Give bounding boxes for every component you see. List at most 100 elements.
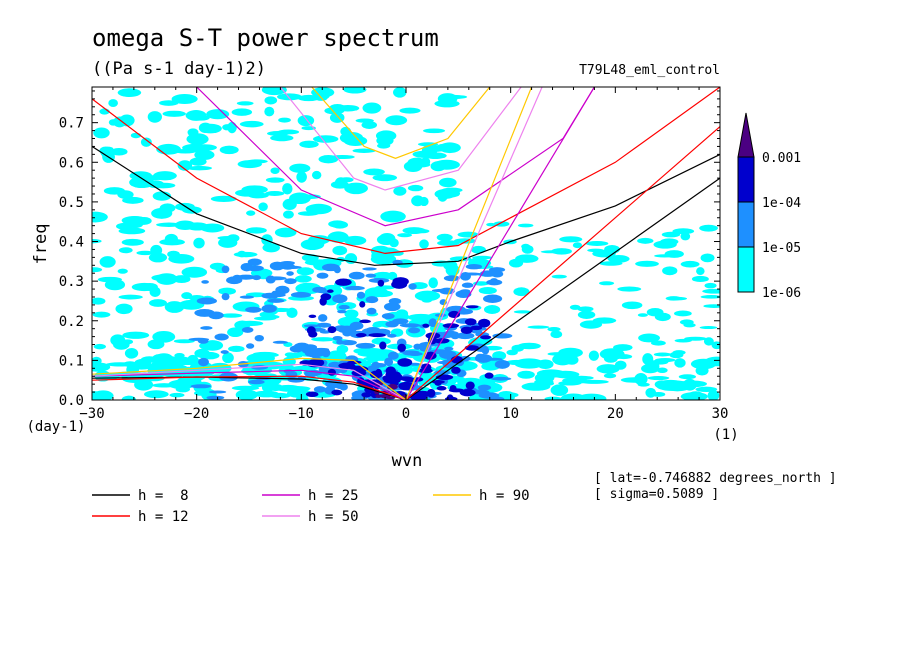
power-patch	[635, 260, 659, 267]
power-patch	[187, 128, 199, 137]
power-patch	[156, 143, 181, 155]
power-patch	[426, 388, 436, 398]
power-patch	[461, 282, 474, 288]
power-patch	[331, 221, 349, 229]
power-patch	[393, 87, 407, 98]
power-patch	[534, 379, 554, 385]
power-patch	[585, 241, 609, 247]
power-patch	[169, 392, 185, 398]
y-tick-label: 0.6	[59, 155, 84, 171]
y-tick-label: 0.5	[59, 195, 84, 211]
power-patch	[362, 102, 382, 114]
curve-h90-mrg	[92, 357, 407, 400]
power-patch	[437, 191, 448, 202]
power-patch	[335, 383, 347, 390]
power-patch	[214, 333, 229, 341]
power-patch	[430, 161, 447, 172]
power-patch	[193, 237, 205, 249]
y-tick-label: 0.2	[59, 314, 84, 330]
power-patch	[197, 338, 209, 344]
power-patch	[547, 352, 570, 356]
power-patch	[703, 337, 714, 346]
power-patch	[370, 253, 397, 265]
power-patch	[680, 232, 691, 241]
power-patch	[365, 296, 379, 304]
power-patch	[620, 377, 648, 383]
power-patch	[700, 253, 715, 263]
power-patch	[434, 99, 460, 108]
power-patch	[393, 186, 407, 196]
power-patch	[246, 352, 275, 364]
power-patch	[325, 235, 352, 243]
power-patch	[272, 340, 288, 344]
x-tick-label: 30	[712, 406, 729, 422]
power-patch	[206, 395, 225, 400]
power-patch	[221, 292, 230, 301]
power-patch	[278, 117, 291, 123]
power-patch	[672, 228, 695, 235]
power-patch	[122, 331, 150, 339]
power-patch	[472, 255, 493, 260]
power-patch	[577, 310, 596, 319]
power-patch	[355, 342, 376, 349]
power-patch	[136, 250, 154, 256]
power-patch	[656, 367, 668, 374]
curve-h12-mrg	[92, 375, 407, 400]
power-patch	[332, 294, 348, 304]
power-patch	[645, 387, 657, 398]
power-patch	[147, 111, 162, 123]
power-patch	[615, 354, 633, 360]
power-patch	[411, 195, 425, 207]
power-patch	[451, 366, 461, 374]
power-patch	[363, 168, 385, 176]
power-patch	[270, 290, 279, 299]
legend-label-h50: h = 50	[308, 509, 359, 525]
power-patch	[149, 299, 167, 307]
power-patch	[361, 392, 372, 398]
power-patch	[336, 339, 344, 345]
y-tick-label: 0.0	[59, 393, 84, 409]
power-patch	[92, 391, 107, 400]
power-patch	[668, 296, 688, 301]
power-patch	[340, 340, 357, 346]
power-patch	[297, 115, 315, 127]
power-patch	[613, 344, 633, 351]
power-patch	[312, 135, 339, 143]
power-patch	[544, 396, 562, 400]
power-patch	[577, 306, 594, 312]
power-patch	[425, 332, 441, 339]
power-patch	[607, 254, 630, 263]
power-patch	[318, 154, 339, 164]
power-patch	[118, 247, 133, 254]
power-patch	[450, 332, 460, 340]
power-patch	[428, 277, 438, 289]
power-patch	[150, 182, 176, 189]
power-patch	[391, 280, 408, 289]
power-patch	[117, 190, 134, 199]
power-patch	[143, 390, 169, 399]
power-patch	[515, 254, 539, 263]
power-patch	[327, 368, 336, 376]
power-patch	[92, 211, 108, 223]
power-patch	[328, 361, 342, 369]
power-patch	[300, 239, 325, 250]
power-patch	[198, 351, 220, 360]
latitude-annotation: [ lat=-0.746882 degrees_north ]	[594, 471, 837, 486]
power-patch	[385, 320, 399, 328]
power-patch	[93, 127, 110, 139]
x-tick-label: −10	[289, 406, 314, 422]
power-patch	[483, 294, 503, 304]
curve-h25-ig	[196, 87, 595, 227]
power-patch	[130, 363, 153, 370]
power-patch	[494, 359, 510, 369]
power-patch	[596, 364, 620, 374]
power-patch	[262, 243, 280, 253]
curve-h50-ig	[279, 87, 522, 191]
power-patch	[517, 223, 534, 228]
power-patch	[327, 326, 337, 334]
power-patch	[372, 362, 387, 368]
power-patch	[195, 150, 207, 155]
power-patch	[318, 314, 328, 322]
power-patch	[371, 337, 391, 345]
